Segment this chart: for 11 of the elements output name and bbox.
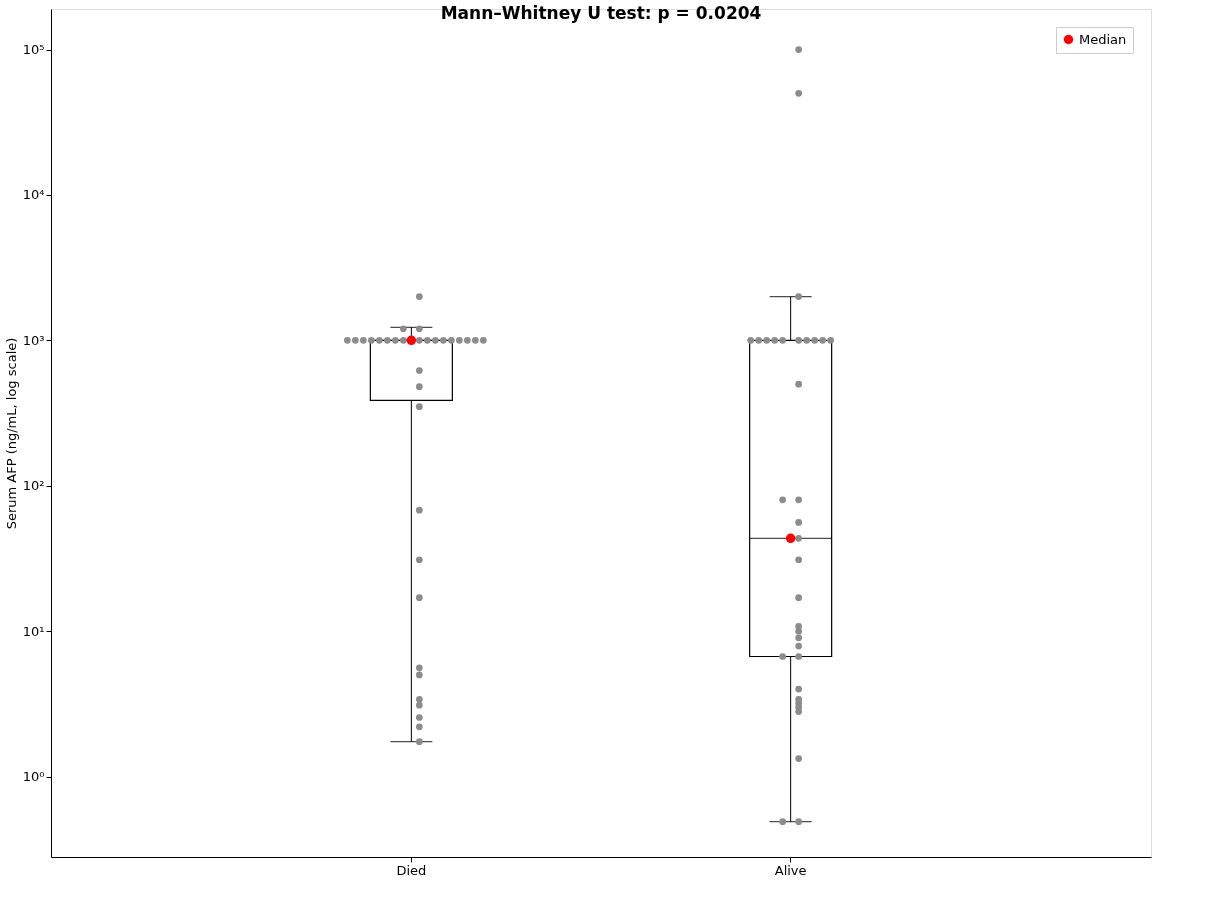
y-tick-label: 10⁴: [22, 187, 45, 203]
legend-label: Median: [1079, 31, 1127, 47]
x-tick-label: Alive: [774, 862, 807, 878]
y-tick-label: 10⁵: [22, 42, 45, 58]
y-tick-label: 10¹: [22, 623, 45, 639]
y-axis-title: Serum AFP (ng/mL, log scale): [3, 337, 19, 530]
x-tick-label: Died: [396, 862, 427, 878]
y-tick-label: 10⁰: [22, 769, 45, 785]
chart-title: Mann–Whitney U test: p = 0.0204: [440, 3, 762, 23]
y-tick-label: 10²: [22, 478, 45, 494]
y-tick-label: 10³: [22, 332, 45, 348]
